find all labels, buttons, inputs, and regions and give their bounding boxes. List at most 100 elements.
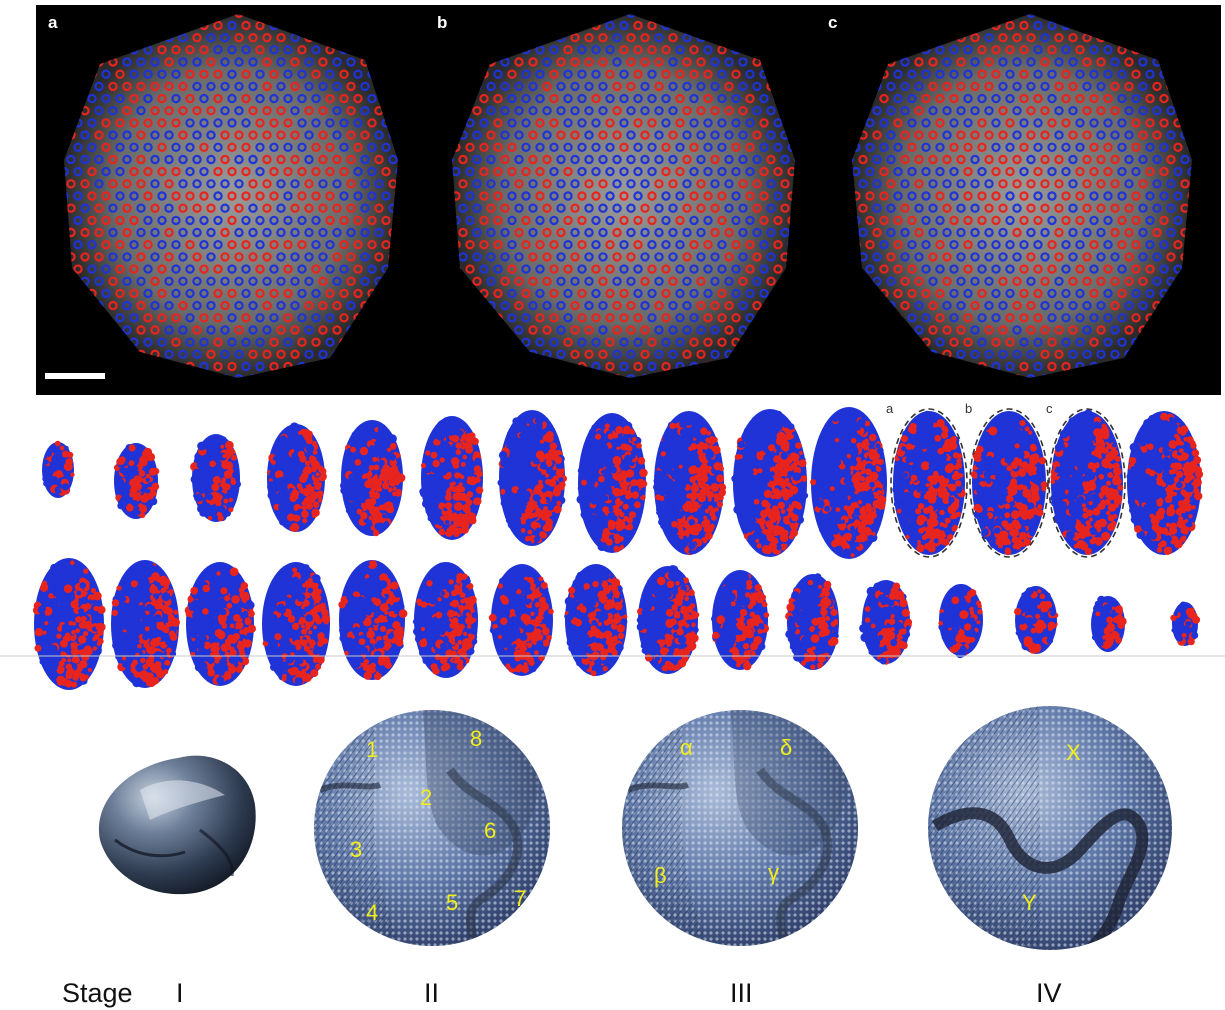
atom-site	[311, 191, 321, 201]
atom-site	[717, 337, 727, 347]
atom-site	[129, 166, 139, 177]
slice-atom	[517, 426, 522, 431]
atom-site	[227, 93, 237, 104]
slice-atom	[944, 529, 951, 536]
atom-site	[605, 337, 615, 347]
atom-site	[486, 276, 496, 286]
atom-site	[703, 313, 713, 323]
slice-atom	[271, 460, 276, 465]
atom-site	[318, 130, 328, 140]
atom-site	[318, 252, 328, 262]
atom-site	[136, 81, 146, 92]
atom-site	[591, 215, 601, 226]
atom-site	[619, 20, 629, 31]
slice-atom	[232, 472, 239, 479]
atom-site	[661, 45, 671, 55]
atom-site	[710, 276, 720, 286]
atom-site	[213, 191, 223, 201]
atom-site	[185, 264, 195, 274]
atom-site	[115, 93, 125, 104]
slice-atom	[791, 500, 799, 508]
atom-site	[549, 142, 559, 152]
atom-site	[626, 325, 636, 335]
slice-atom	[601, 495, 609, 502]
slice-atom	[1018, 508, 1024, 514]
atom-site	[164, 57, 174, 67]
atom-site	[129, 142, 139, 152]
atom-site	[73, 215, 83, 226]
atom-site	[682, 227, 692, 238]
atom-site	[164, 325, 174, 335]
slice-atom	[702, 442, 709, 450]
slice-atom	[146, 473, 151, 479]
atom-site	[178, 300, 188, 311]
slice-atom	[194, 493, 203, 502]
atom-site	[766, 276, 776, 286]
atom-site	[612, 300, 622, 311]
slice-atom	[441, 422, 448, 429]
slice-atom	[448, 524, 457, 533]
slice-atom	[372, 456, 378, 462]
atom-site	[129, 288, 139, 299]
slice-atom	[997, 413, 1004, 420]
slice-atom	[53, 459, 60, 465]
atom-site	[507, 142, 517, 152]
slice-atom	[865, 503, 872, 510]
slice-atom	[653, 483, 661, 491]
atom-site	[717, 69, 727, 79]
slice-atom	[902, 472, 909, 478]
slice-atom	[898, 495, 905, 503]
atom-site	[780, 227, 790, 238]
atom-site	[206, 300, 216, 311]
slice-atom	[592, 509, 598, 515]
slice-atom	[527, 425, 534, 432]
slice-atom	[869, 481, 875, 488]
atom-site	[759, 118, 769, 128]
atom-site	[752, 227, 762, 238]
slice-atom	[950, 458, 955, 462]
slice-atom	[1038, 457, 1047, 465]
atom-site	[696, 252, 706, 262]
atom-site	[185, 166, 195, 177]
atom-site	[696, 81, 706, 92]
slice-atom	[1004, 503, 1011, 510]
slice-atom	[128, 444, 136, 452]
atom-site	[668, 179, 678, 189]
atom-site	[675, 239, 685, 250]
slice-atom	[472, 498, 480, 505]
slice-atom	[548, 448, 557, 458]
atom-site	[101, 166, 111, 177]
slice-atom	[62, 450, 70, 458]
slice-atom	[532, 494, 541, 502]
atom-site	[227, 142, 237, 152]
slice-atom	[671, 471, 680, 480]
slice-atom	[696, 420, 703, 427]
atom-site	[360, 227, 370, 238]
slice-atom	[853, 480, 862, 490]
atom-site	[682, 130, 692, 140]
slice-atom	[602, 506, 609, 513]
slice-atom	[318, 465, 324, 471]
slice-atom	[222, 453, 227, 459]
atom-site	[248, 227, 258, 238]
slice-atom	[214, 492, 221, 499]
slice-atom	[209, 460, 216, 468]
atom-site	[290, 203, 300, 213]
atom-site	[577, 239, 587, 250]
atom-site	[633, 93, 643, 104]
atom-site	[479, 166, 489, 177]
slice-atom	[716, 501, 724, 508]
slice-atom	[678, 482, 687, 490]
atom-site	[458, 179, 468, 189]
slice-atom	[373, 449, 380, 455]
slice-atom	[588, 457, 596, 464]
slice-atom	[120, 452, 125, 457]
atom-site	[192, 57, 202, 67]
slice-atom	[1028, 455, 1036, 462]
atom-site	[150, 203, 160, 213]
atom-site	[458, 227, 468, 238]
slice-atom	[314, 460, 320, 466]
atom-site	[248, 276, 258, 286]
atom-site	[612, 227, 622, 238]
